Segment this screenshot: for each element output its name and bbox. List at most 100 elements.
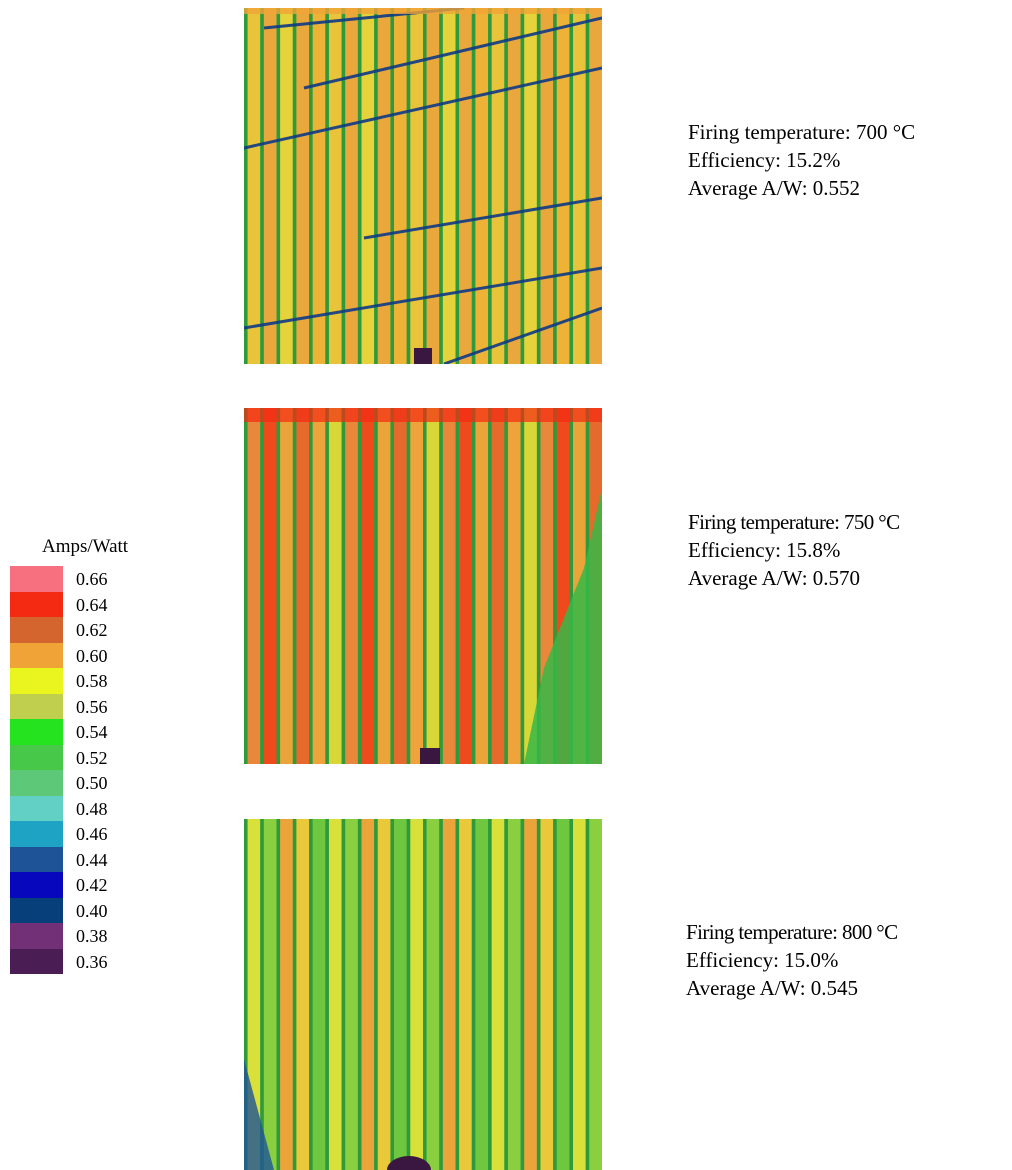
busbar-gap xyxy=(536,8,541,364)
fingers-700 xyxy=(244,8,602,364)
busbar-gap xyxy=(276,8,281,364)
finger-stripe xyxy=(410,408,423,764)
finger-stripe xyxy=(589,819,602,1170)
legend-swatch xyxy=(10,744,63,770)
busbar-gap xyxy=(423,819,427,1170)
finger-stripe xyxy=(507,8,521,364)
average-aw-label: Average A/W: 0.570 xyxy=(688,566,861,590)
temperature-label: Firing temperature: 800 °C xyxy=(686,920,898,944)
finger-stripe xyxy=(475,8,489,364)
finger-stripe xyxy=(442,819,456,1170)
legend-swatch xyxy=(10,591,63,617)
busbar-gap xyxy=(341,8,346,364)
busbar-gap xyxy=(569,819,574,1170)
busbar-gap xyxy=(341,408,346,764)
finger-stripe xyxy=(524,819,537,1170)
legend-value: 0.46 xyxy=(76,824,108,844)
busbar-gap xyxy=(374,819,378,1170)
finger-stripe xyxy=(247,8,261,364)
average-aw-label: Average A/W: 0.545 xyxy=(686,976,859,1000)
busbar-gap xyxy=(292,8,297,364)
finger-stripe xyxy=(475,408,489,764)
busbar-gap xyxy=(553,408,557,764)
finger-stripe xyxy=(426,819,440,1170)
finger-stripe xyxy=(475,819,489,1170)
finger-stripe xyxy=(540,819,554,1170)
busbar-gap xyxy=(455,8,460,364)
legend-row: 0.44 xyxy=(8,846,188,872)
busbar-gap xyxy=(569,408,574,764)
finger-stripe xyxy=(426,408,440,764)
legend-value: 0.48 xyxy=(76,798,108,819)
busbar-gap xyxy=(260,408,264,764)
finger-stripe xyxy=(394,819,407,1170)
legend-swatch xyxy=(10,923,63,949)
busbar-gap xyxy=(406,819,411,1170)
efficiency-label: Efficiency: 15.2% xyxy=(688,148,841,172)
info-800c: Firing temperature: 800 °C Efficiency: 1… xyxy=(686,918,898,1002)
finger-stripe xyxy=(556,819,570,1170)
finger-stripe xyxy=(459,819,472,1170)
legend-swatch xyxy=(10,948,63,974)
efficiency-label: Efficiency: 15.0% xyxy=(686,948,839,972)
legend-row: 0.66 xyxy=(8,566,188,592)
busbar-gap xyxy=(471,408,476,764)
legend-value: 0.58 xyxy=(76,671,108,691)
legend-swatch xyxy=(10,617,63,643)
legend-row: 0.48 xyxy=(8,795,188,821)
efficiency-label: Efficiency: 15.8% xyxy=(688,538,841,562)
busbar-gap xyxy=(471,819,476,1170)
fingers-800 xyxy=(244,819,602,1170)
finger-stripe xyxy=(410,8,423,364)
busbar-gap xyxy=(488,408,492,764)
busbar-gap xyxy=(244,408,248,764)
busbar-gap xyxy=(488,8,492,364)
legend-row: 0.42 xyxy=(8,872,188,898)
busbar-gap xyxy=(553,8,557,364)
legend-row: 0.62 xyxy=(8,617,188,643)
finger-stripe xyxy=(589,8,602,364)
finger-stripe xyxy=(328,408,342,764)
info-750c: Firing temperature: 750 °C Efficiency: 1… xyxy=(688,508,900,592)
legend-row: 0.64 xyxy=(8,591,188,617)
finger-stripe xyxy=(263,408,277,764)
legend-swatch xyxy=(10,795,63,821)
legend-value: 0.44 xyxy=(76,849,108,870)
busbar-gap xyxy=(260,8,264,364)
finger-stripe xyxy=(442,8,456,364)
busbar-gap xyxy=(569,8,574,364)
finger-stripe xyxy=(328,8,342,364)
legend-title: Amps/Watt xyxy=(42,536,129,557)
legend-value: 0.64 xyxy=(76,594,108,615)
busbar-gap xyxy=(260,819,264,1170)
legend-swatch xyxy=(10,770,63,796)
finger-stripe xyxy=(459,408,472,764)
legend-row: 0.50 xyxy=(8,770,188,796)
info-700c: Firing temperature: 700 °C Efficiency: 1… xyxy=(688,118,915,202)
busbar-gap xyxy=(439,8,443,364)
busbar-gap xyxy=(276,819,281,1170)
finger-stripe xyxy=(263,819,277,1170)
finger-stripe xyxy=(394,8,407,364)
finger-stripe xyxy=(312,819,326,1170)
busbar-gap xyxy=(439,819,443,1170)
finger-stripe xyxy=(296,408,310,764)
busbar-gap xyxy=(504,408,508,764)
finger-stripe xyxy=(296,8,310,364)
finger-stripe xyxy=(345,819,358,1170)
busbar-gap xyxy=(244,819,248,1170)
finger-stripe xyxy=(507,819,521,1170)
low-response-region-750 xyxy=(524,488,602,764)
finger-stripe xyxy=(377,819,391,1170)
busbar-gap xyxy=(244,8,248,364)
crack-lines-700 xyxy=(244,8,602,364)
fingers-750 xyxy=(244,408,602,764)
busbar-gap xyxy=(374,408,378,764)
legend-value: 0.38 xyxy=(76,926,108,946)
busbar-gap xyxy=(520,819,525,1170)
finger-stripe xyxy=(491,408,505,764)
finger-stripe xyxy=(573,819,586,1170)
finger-stripe xyxy=(524,408,537,764)
finger-stripe xyxy=(573,8,586,364)
finger-stripe xyxy=(524,8,537,364)
